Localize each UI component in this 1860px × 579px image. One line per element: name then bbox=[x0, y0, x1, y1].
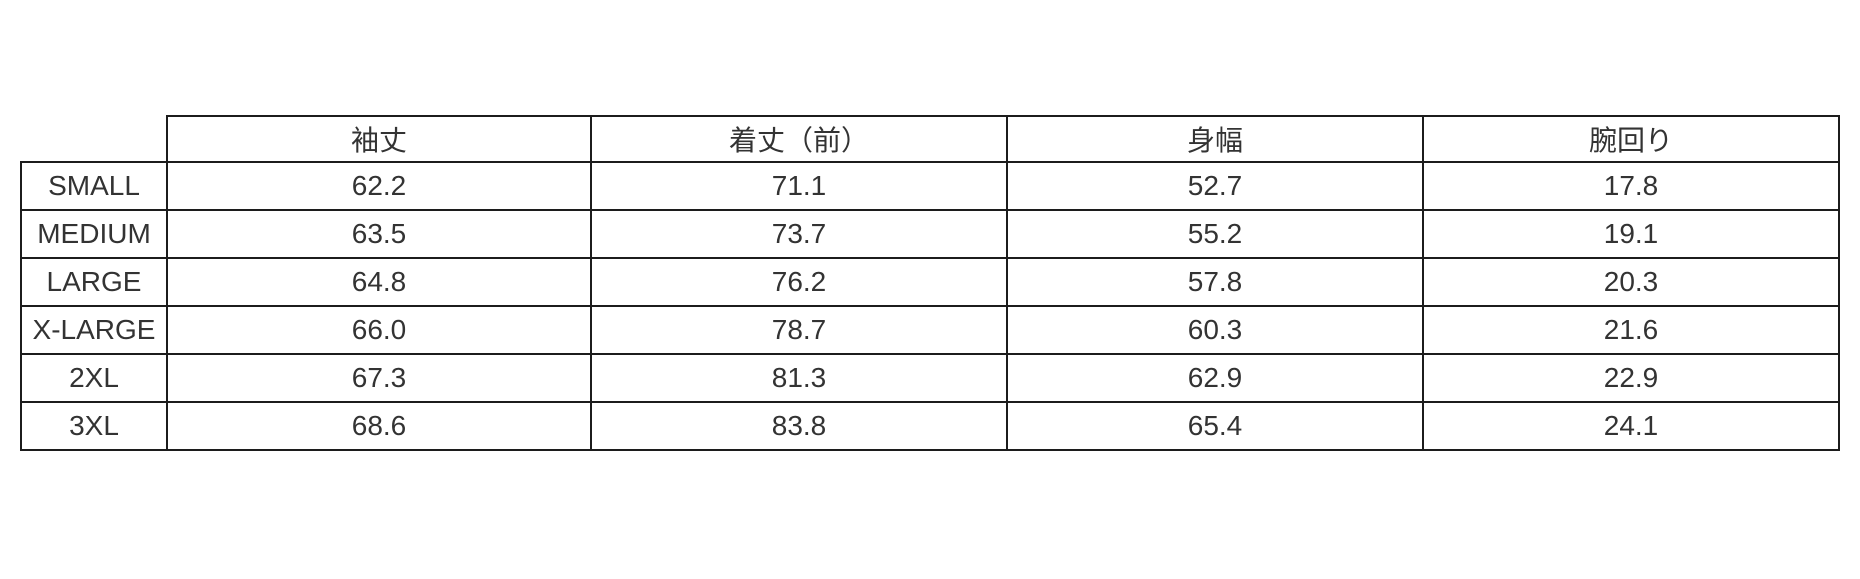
table-cell: 76.2 bbox=[590, 257, 1008, 307]
corner-cell bbox=[21, 116, 167, 162]
row-label: 3XL bbox=[20, 401, 168, 451]
row-label: LARGE bbox=[20, 257, 168, 307]
table-cell: 81.3 bbox=[590, 353, 1008, 403]
table-cell: 66.0 bbox=[166, 305, 592, 355]
table-cell: 63.5 bbox=[166, 209, 592, 259]
column-header-body-length-front: 着丈（前） bbox=[590, 115, 1008, 163]
table-cell: 60.3 bbox=[1006, 305, 1424, 355]
table-row-3xl: 3XL 68.6 83.8 65.4 24.1 bbox=[20, 401, 1840, 451]
table-row-medium: MEDIUM 63.5 73.7 55.2 19.1 bbox=[20, 209, 1840, 259]
table-cell: 71.1 bbox=[590, 161, 1008, 211]
row-label: SMALL bbox=[20, 161, 168, 211]
table-cell: 83.8 bbox=[590, 401, 1008, 451]
row-label: MEDIUM bbox=[20, 209, 168, 259]
column-header-arm-circumference: 腕回り bbox=[1422, 115, 1840, 163]
table-cell: 68.6 bbox=[166, 401, 592, 451]
row-label: 2XL bbox=[20, 353, 168, 403]
table-cell: 52.7 bbox=[1006, 161, 1424, 211]
table-cell: 55.2 bbox=[1006, 209, 1424, 259]
column-header-sleeve-length: 袖丈 bbox=[166, 115, 592, 163]
table-cell: 24.1 bbox=[1422, 401, 1840, 451]
table-cell: 78.7 bbox=[590, 305, 1008, 355]
table-cell: 57.8 bbox=[1006, 257, 1424, 307]
table-row-small: SMALL 62.2 71.1 52.7 17.8 bbox=[20, 161, 1840, 211]
size-chart-table: 袖丈 着丈（前） 身幅 腕回り SMALL 62.2 71.1 52.7 17.… bbox=[20, 115, 1840, 451]
table-cell: 64.8 bbox=[166, 257, 592, 307]
row-label: X-LARGE bbox=[20, 305, 168, 355]
table-cell: 22.9 bbox=[1422, 353, 1840, 403]
table-cell: 67.3 bbox=[166, 353, 592, 403]
column-header-body-width: 身幅 bbox=[1006, 115, 1424, 163]
table-cell: 19.1 bbox=[1422, 209, 1840, 259]
table-cell: 62.9 bbox=[1006, 353, 1424, 403]
table-cell: 73.7 bbox=[590, 209, 1008, 259]
table-cell: 17.8 bbox=[1422, 161, 1840, 211]
table-cell: 20.3 bbox=[1422, 257, 1840, 307]
table-cell: 62.2 bbox=[166, 161, 592, 211]
header-row: 袖丈 着丈（前） 身幅 腕回り bbox=[21, 115, 1840, 163]
table-cell: 21.6 bbox=[1422, 305, 1840, 355]
table-cell: 65.4 bbox=[1006, 401, 1424, 451]
table-row-x-large: X-LARGE 66.0 78.7 60.3 21.6 bbox=[20, 305, 1840, 355]
table-row-large: LARGE 64.8 76.2 57.8 20.3 bbox=[20, 257, 1840, 307]
table-row-2xl: 2XL 67.3 81.3 62.9 22.9 bbox=[20, 353, 1840, 403]
